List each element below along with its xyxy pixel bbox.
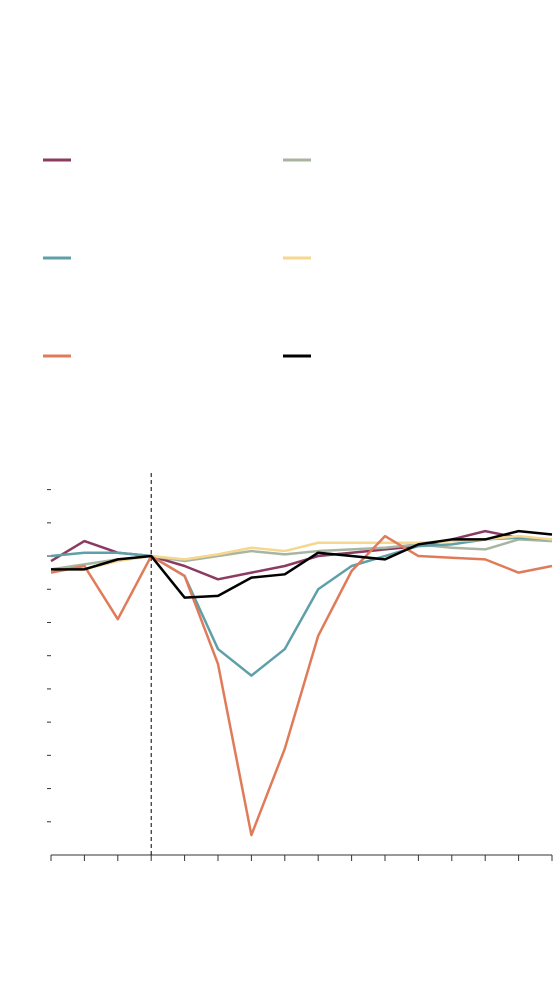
series-line — [50, 536, 553, 677]
series-line — [51, 529, 553, 599]
series-line — [50, 534, 553, 837]
